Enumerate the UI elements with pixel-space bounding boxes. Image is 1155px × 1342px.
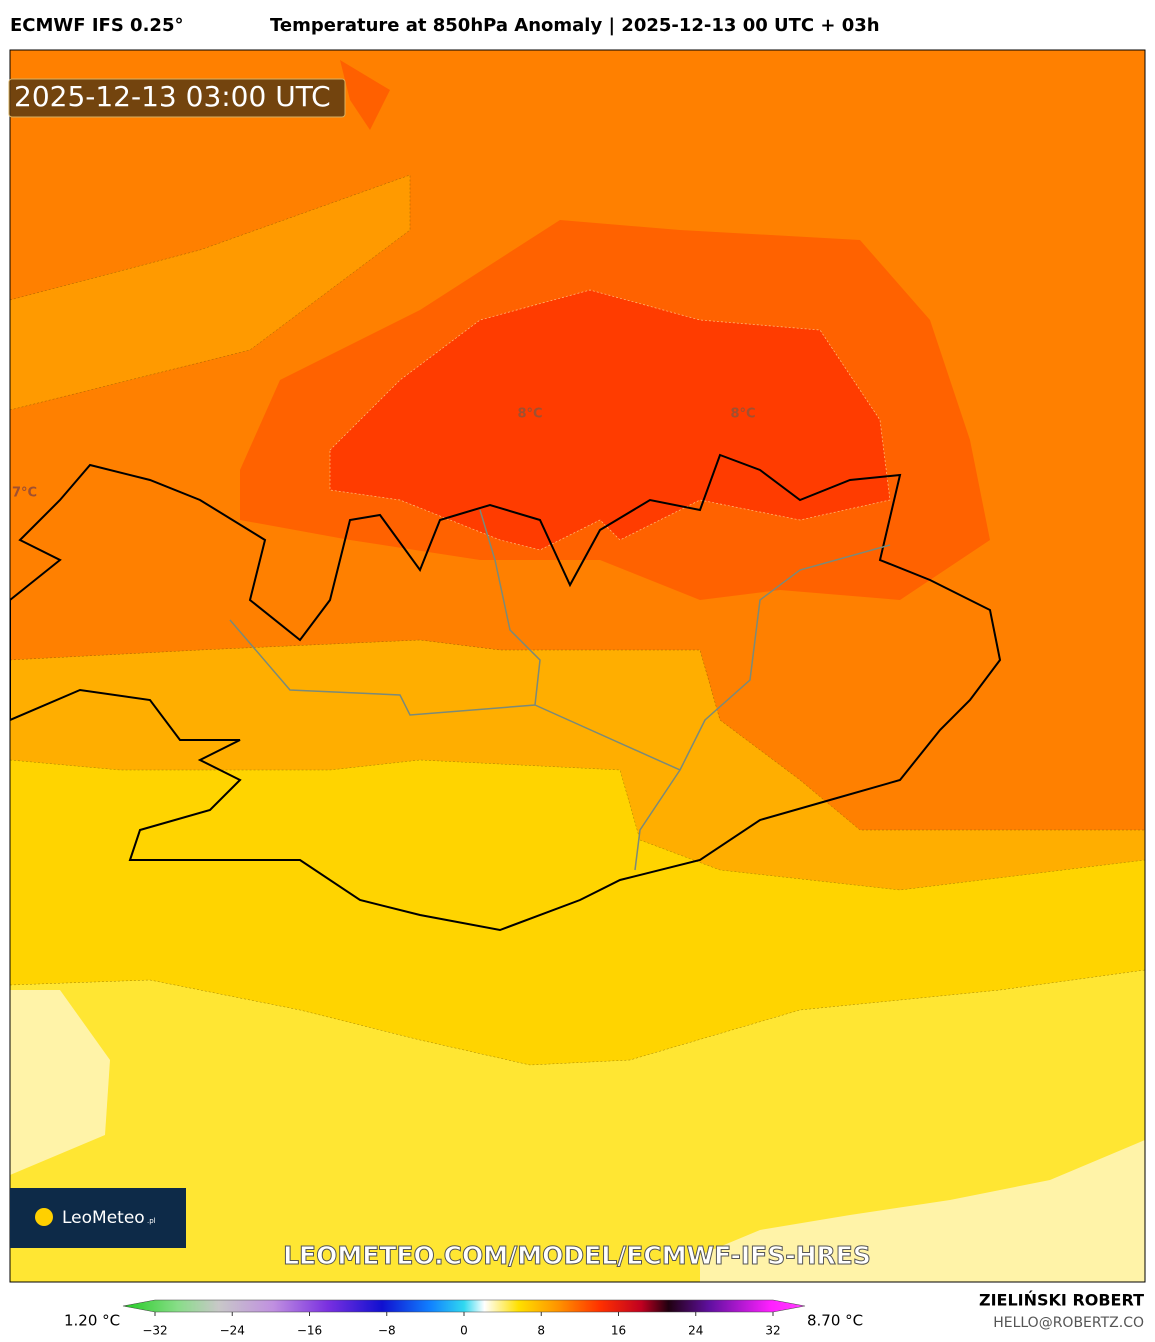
colorbar-tick-label: −24 [220, 1324, 245, 1338]
field-band [10, 969, 1145, 1282]
email: HELLO@ROBERTZ.CO [993, 1315, 1144, 1331]
timestamp-box [8, 78, 346, 118]
field-band [10, 990, 110, 1175]
colorbar-tick-label: 32 [765, 1324, 780, 1338]
logo-text: LeoMeteo [62, 1208, 145, 1228]
logo-sun [35, 1208, 53, 1226]
colorbar-tick-label: 24 [688, 1324, 703, 1338]
map-title: Temperature at 850hPa Anomaly | 2025-12-… [270, 15, 880, 36]
region-borders [229, 509, 891, 871]
colorbar-scale [122, 1299, 806, 1313]
colorbar-tick-label: 8 [537, 1324, 545, 1338]
model-label: ECMWF IFS 0.25° [10, 15, 183, 36]
colorbar-tick-label: 16 [611, 1324, 626, 1338]
coastline [10, 453, 1002, 932]
field-band [329, 289, 891, 551]
colorbar-tick-label: 0 [460, 1324, 468, 1338]
field-band [340, 60, 390, 130]
author: ZIELIŃSKI ROBERT [979, 1291, 1144, 1310]
colorbar-tick-label: −8 [378, 1324, 396, 1338]
map: 8°C 8°C 7°C [10, 50, 1145, 1282]
colorbar-max: 8.70 °C [807, 1312, 863, 1330]
map-frame [9, 49, 1146, 1283]
field-band [700, 1140, 1145, 1282]
colorbar: −32 −24 −16 −8 0 8 16 24 32 [122, 1299, 806, 1338]
timestamp: 2025-12-13 03:00 UTC [14, 80, 331, 113]
contour-label: 8°C [517, 407, 542, 422]
colorbar-tick-label: −32 [142, 1324, 167, 1338]
colorbar-min: 1.20 °C [64, 1312, 120, 1330]
field-band [10, 174, 411, 411]
watermark: LEOMETEO.COM/MODEL/ECMWF-IFS-HRES [283, 1241, 871, 1270]
contour-label: 7°C [12, 486, 37, 501]
colorbar-tick-label: −16 [297, 1324, 322, 1338]
logo-suffix: .pl [147, 1217, 156, 1225]
contour-label: 8°C [730, 407, 755, 422]
